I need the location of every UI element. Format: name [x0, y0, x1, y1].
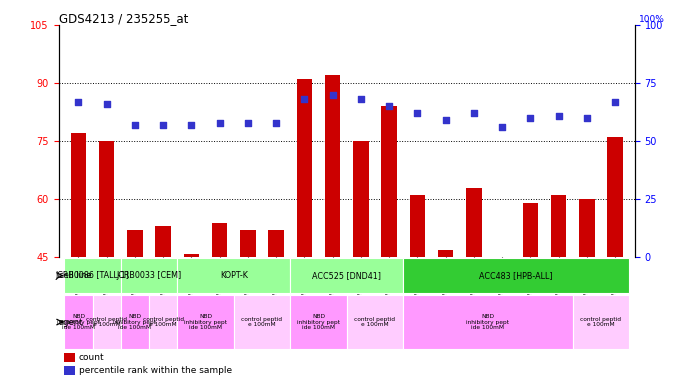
Text: NBD
inhibitory pept
ide 100mM: NBD inhibitory pept ide 100mM	[113, 314, 157, 330]
Point	[157, 122, 168, 128]
Text: control peptid
e 100mM: control peptid e 100mM	[86, 317, 127, 328]
Text: NBD
inhibitory pept
ide 100mM: NBD inhibitory pept ide 100mM	[297, 314, 340, 330]
Point	[130, 122, 141, 128]
Bar	[297, 79, 312, 258]
Point	[186, 122, 197, 128]
Point	[412, 110, 423, 116]
Text: cell line: cell line	[59, 271, 92, 280]
Text: count: count	[79, 353, 104, 362]
Point	[299, 96, 310, 103]
Text: NBD
inhibitory pept
ide 100mM: NBD inhibitory pept ide 100mM	[466, 314, 509, 330]
Bar	[353, 141, 368, 258]
Point	[214, 119, 225, 126]
Bar	[607, 137, 623, 258]
Bar	[240, 230, 255, 258]
Bar	[234, 295, 290, 349]
Bar	[99, 141, 115, 258]
Bar	[177, 258, 290, 293]
Bar	[268, 230, 284, 258]
Bar	[410, 195, 425, 258]
Bar	[438, 250, 453, 258]
Point	[355, 96, 366, 103]
Bar	[466, 188, 482, 258]
Bar	[64, 258, 121, 293]
Text: JCRB0086 [TALL-1]: JCRB0086 [TALL-1]	[56, 271, 130, 280]
Bar	[70, 134, 86, 258]
Text: JCRB0033 [CEM]: JCRB0033 [CEM]	[117, 271, 181, 280]
Bar	[184, 253, 199, 258]
Text: control peptid
e 100mM: control peptid e 100mM	[355, 317, 395, 328]
Text: ACC483 [HPB-ALL]: ACC483 [HPB-ALL]	[480, 271, 553, 280]
Point	[497, 124, 508, 130]
Text: agent: agent	[59, 318, 83, 326]
Bar	[177, 295, 234, 349]
Bar	[403, 258, 629, 293]
Point	[525, 115, 536, 121]
Bar	[573, 295, 629, 349]
Bar	[347, 295, 403, 349]
Bar	[127, 230, 143, 258]
Bar	[64, 295, 92, 349]
Bar	[64, 366, 75, 375]
Text: GDS4213 / 235255_at: GDS4213 / 235255_at	[59, 12, 188, 25]
Point	[101, 101, 112, 107]
Bar	[92, 295, 121, 349]
Text: NBD
inhibitory pept
ide 100mM: NBD inhibitory pept ide 100mM	[184, 314, 227, 330]
Bar	[121, 258, 177, 293]
Bar	[155, 227, 171, 258]
Bar	[290, 258, 403, 293]
Bar	[325, 75, 340, 258]
Point	[469, 110, 480, 116]
Bar	[551, 195, 566, 258]
Bar	[579, 199, 595, 258]
Bar	[121, 295, 149, 349]
Bar	[212, 223, 228, 258]
Point	[73, 99, 84, 105]
Point	[581, 115, 592, 121]
Point	[553, 113, 564, 119]
Bar	[403, 295, 573, 349]
Bar	[290, 295, 347, 349]
Point	[440, 117, 451, 123]
Point	[327, 92, 338, 98]
Point	[384, 103, 395, 109]
Text: KOPT-K: KOPT-K	[220, 271, 248, 280]
Text: control peptid
e 100mM: control peptid e 100mM	[241, 317, 282, 328]
Bar	[382, 106, 397, 258]
Point	[270, 119, 282, 126]
Bar	[522, 203, 538, 258]
Point	[242, 119, 253, 126]
Text: control peptid
e 100mM: control peptid e 100mM	[143, 317, 184, 328]
Text: control peptid
e 100mM: control peptid e 100mM	[580, 317, 622, 328]
Text: 100%: 100%	[639, 15, 665, 23]
Text: ACC525 [DND41]: ACC525 [DND41]	[313, 271, 382, 280]
Point	[609, 99, 620, 105]
Text: NBD
inhibitory pept
ide 100mM: NBD inhibitory pept ide 100mM	[57, 314, 100, 330]
Bar	[149, 295, 177, 349]
Text: percentile rank within the sample: percentile rank within the sample	[79, 366, 232, 375]
Bar	[64, 353, 75, 362]
